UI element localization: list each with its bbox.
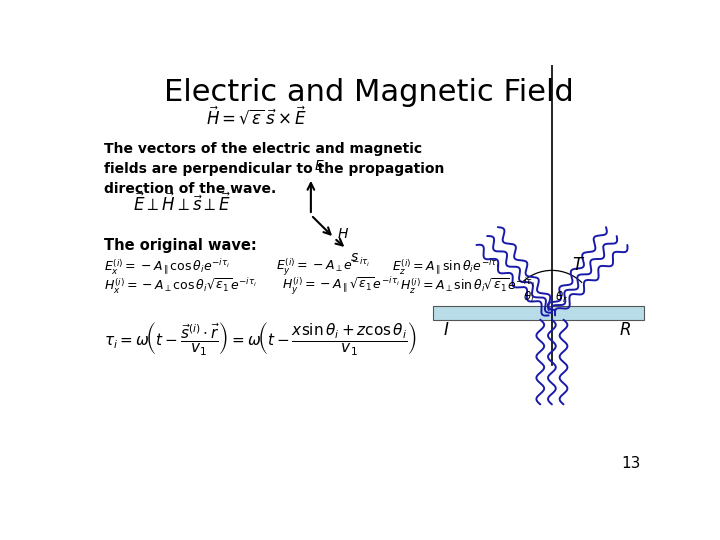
Text: The vectors of the electric and magnetic
fields are perpendicular to the propaga: The vectors of the electric and magnetic… bbox=[104, 142, 444, 196]
Text: $E_x^{(i)} = -A_{\parallel}\cos\theta_i e^{-i\tau_i}$: $E_x^{(i)} = -A_{\parallel}\cos\theta_i … bbox=[104, 258, 230, 277]
Text: $H_y^{(i)} = -A_{\parallel}\sqrt{\varepsilon_1}e^{-i\tau_i}$: $H_y^{(i)} = -A_{\parallel}\sqrt{\vareps… bbox=[282, 276, 400, 297]
Bar bbox=[433, 306, 644, 320]
Text: 13: 13 bbox=[621, 456, 640, 471]
Text: $s$: $s$ bbox=[350, 251, 359, 265]
Text: $\tau_i = \omega\!\left(t - \dfrac{\vec{s}^{(i)}\cdot\vec{r}}{v_1}\right) = \ome: $\tau_i = \omega\!\left(t - \dfrac{\vec{… bbox=[104, 320, 417, 356]
Text: The original wave:: The original wave: bbox=[104, 238, 257, 253]
Text: $R$: $R$ bbox=[618, 321, 631, 340]
Text: $\theta_i$: $\theta_i$ bbox=[523, 290, 535, 305]
Text: $H$: $H$ bbox=[337, 227, 349, 241]
Text: $T$: $T$ bbox=[572, 256, 585, 274]
Text: $H_x^{(i)} = -A_{\perp}\cos\theta_i\sqrt{\varepsilon_1}e^{-i\tau_i}$: $H_x^{(i)} = -A_{\perp}\cos\theta_i\sqrt… bbox=[104, 277, 257, 296]
Text: $\vec{E} \perp \vec{H} \perp \vec{s} \perp \vec{E}$: $\vec{E} \perp \vec{H} \perp \vec{s} \pe… bbox=[132, 192, 230, 214]
Text: $E_z^{(i)} = A_{\parallel}\sin\theta_i e^{-i\tau_i}$: $E_z^{(i)} = A_{\parallel}\sin\theta_i e… bbox=[392, 258, 500, 277]
Text: $H_z^{(i)} = A_{\perp}\sin\theta_i\sqrt{\varepsilon_1}e^{-i\tau_i}$: $H_z^{(i)} = A_{\perp}\sin\theta_i\sqrt{… bbox=[400, 277, 535, 296]
Text: $\theta_r$: $\theta_r$ bbox=[555, 290, 568, 305]
Text: $I$: $I$ bbox=[444, 321, 450, 340]
Text: Electric and Magnetic Field: Electric and Magnetic Field bbox=[164, 78, 574, 107]
Text: $E$: $E$ bbox=[314, 159, 325, 173]
Text: $E_y^{(i)} = -A_{\perp}e^{-i\tau_i}$: $E_y^{(i)} = -A_{\perp}e^{-i\tau_i}$ bbox=[276, 256, 370, 278]
Text: $\vec{H} = \sqrt{\varepsilon}\,\vec{s} \times \vec{E}$: $\vec{H} = \sqrt{\varepsilon}\,\vec{s} \… bbox=[206, 106, 307, 128]
